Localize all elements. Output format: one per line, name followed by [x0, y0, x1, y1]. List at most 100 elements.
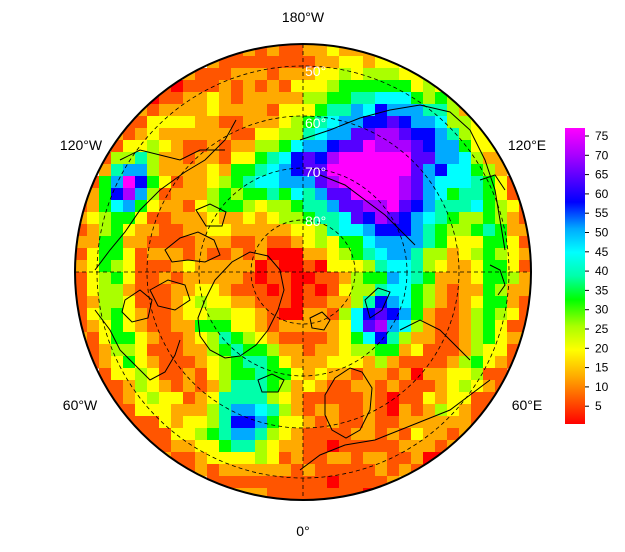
heat-cell [495, 356, 508, 369]
heat-cell [327, 260, 340, 273]
heat-cell [207, 188, 220, 201]
heat-cell [183, 320, 196, 333]
heat-cell [399, 236, 412, 249]
heat-cell [183, 368, 196, 381]
heat-cell [339, 296, 352, 309]
heat-cell [207, 356, 220, 369]
heat-cell [159, 200, 172, 213]
lon-label-120w: 120°W [60, 137, 103, 153]
heat-cell [171, 392, 184, 405]
heat-cell [135, 164, 148, 177]
heat-cell [159, 380, 172, 393]
heat-cell [375, 416, 388, 429]
heat-cell [123, 128, 136, 141]
heat-cell [291, 44, 304, 57]
heat-cell [411, 152, 424, 165]
heat-cell [87, 284, 100, 297]
heat-cell [243, 356, 256, 369]
heat-cell [315, 356, 328, 369]
heat-cell [471, 176, 484, 189]
heat-cell [435, 344, 448, 357]
heat-cell [207, 296, 220, 309]
heat-cell [267, 416, 280, 429]
heat-cell [75, 260, 88, 273]
heat-cell [375, 464, 388, 477]
heat-cell [399, 392, 412, 405]
heat-cell [171, 332, 184, 345]
heat-cell [327, 344, 340, 357]
heat-cell [435, 308, 448, 321]
heat-cell [351, 308, 364, 321]
heat-cell [279, 476, 292, 489]
heat-cell [351, 260, 364, 273]
heat-cell [231, 104, 244, 117]
heat-cell [315, 92, 328, 105]
heat-cell [411, 224, 424, 237]
heat-cell [171, 308, 184, 321]
heat-cell [291, 476, 304, 489]
heat-cell [171, 284, 184, 297]
heat-cell [339, 248, 352, 261]
heat-cell [255, 260, 268, 273]
heat-cell [255, 236, 268, 249]
heat-cell [135, 296, 148, 309]
heat-cell [315, 440, 328, 453]
heat-cell [255, 188, 268, 201]
heat-cell [219, 80, 232, 93]
heat-cell [291, 212, 304, 225]
heat-cell [315, 344, 328, 357]
heat-cell [339, 56, 352, 69]
heat-cell [111, 308, 124, 321]
heat-cell [255, 176, 268, 189]
heat-cell [375, 176, 388, 189]
heat-cell [159, 356, 172, 369]
heat-cell [459, 320, 472, 333]
heat-cell [207, 380, 220, 393]
heat-cell [171, 200, 184, 213]
heat-cell [399, 416, 412, 429]
heat-cell [279, 164, 292, 177]
heat-cell [195, 188, 208, 201]
heat-cell [291, 452, 304, 465]
heat-cell [327, 236, 340, 249]
heat-cell [399, 308, 412, 321]
heat-cell [363, 440, 376, 453]
heat-cell [351, 476, 364, 489]
heat-cell [231, 272, 244, 285]
heat-cell [195, 392, 208, 405]
heat-cell [183, 404, 196, 417]
heat-cell [327, 128, 340, 141]
heat-cell [279, 236, 292, 249]
heat-cell [279, 212, 292, 225]
heat-cell [279, 488, 292, 500]
heat-cell [111, 284, 124, 297]
heat-cell [375, 188, 388, 201]
heat-cell [195, 164, 208, 177]
heat-cell [483, 356, 496, 369]
heat-cell [111, 320, 124, 333]
heat-cell [447, 356, 460, 369]
heat-cell [195, 80, 208, 93]
heat-cell [339, 476, 352, 489]
heat-cell [291, 200, 304, 213]
heat-cell [147, 404, 160, 417]
heat-cell [243, 308, 256, 321]
heat-cell [279, 248, 292, 261]
heat-cell [279, 464, 292, 477]
heat-cell [111, 356, 124, 369]
heat-cell [351, 296, 364, 309]
heat-cell [411, 440, 424, 453]
heat-cell [99, 272, 112, 285]
heat-cell [375, 128, 388, 141]
heat-cell [363, 200, 376, 213]
heat-cell [183, 212, 196, 225]
heat-cell [99, 332, 112, 345]
heat-cell [315, 332, 328, 345]
heat-cell [375, 428, 388, 441]
heat-cell [267, 224, 280, 237]
heat-cell [423, 308, 436, 321]
heat-cell [399, 332, 412, 345]
heat-cell [147, 104, 160, 117]
heat-cell [435, 332, 448, 345]
heat-cell [291, 224, 304, 237]
